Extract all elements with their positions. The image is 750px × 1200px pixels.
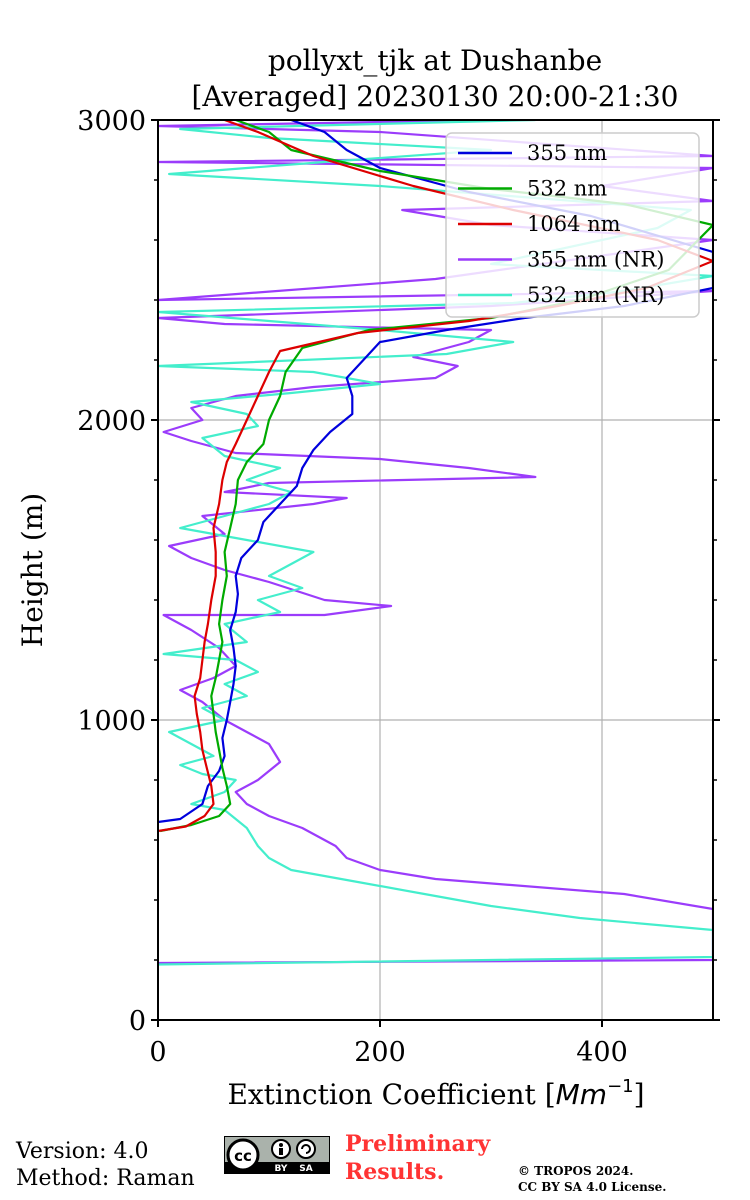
x-tick-label: 0 [149, 1037, 166, 1068]
x-axis-label-unit: Mm [556, 1078, 607, 1111]
x-axis-label-text: Extinction Coefficient [ [227, 1078, 555, 1111]
x-tick-label: 200 [354, 1037, 406, 1068]
method-text: Method: Raman [16, 1166, 195, 1191]
y-tick-label: 2000 [77, 406, 146, 437]
cc-license-icon: cc BY SA [224, 1136, 330, 1174]
y-tick-label: 3000 [77, 106, 146, 137]
cc-by-label: BY [275, 1164, 288, 1174]
copyright-line-2: CC BY SA 4.0 License. [518, 1180, 667, 1194]
series-line-532-nm [159, 120, 713, 833]
legend-label: 532 nm (NR) [527, 283, 664, 307]
version-info: Version: 4.0 Method: Raman [16, 1138, 195, 1192]
x-tick-label: 400 [576, 1037, 628, 1068]
x-axis-label-close: ] [634, 1078, 645, 1111]
version-text: Version: 4.0 [16, 1139, 149, 1164]
x-axis-label-exponent: −1 [607, 1076, 634, 1097]
y-tick-label: 1000 [77, 706, 146, 737]
cc-circle-icon [226, 1138, 260, 1172]
y-tick-label: 0 [129, 1006, 146, 1037]
legend-label: 1064 nm [527, 212, 621, 236]
series-line-1064-nm [158, 120, 713, 833]
copyright-note: © TROPOS 2024. CC BY SA 4.0 License. [518, 1163, 666, 1195]
chart-title-line-1: pollyxt_tjk at Dushanbe [268, 44, 602, 77]
chart-title-line-2: [Averaged] 20230130 20:00-21:30 [192, 80, 679, 113]
sa-share-icon [296, 1139, 316, 1159]
series-line-355-nm [158, 120, 713, 824]
series-line-355-nm-nr [158, 120, 713, 965]
axis-ticks: 0 200 400 0 1000 2000 3000 [77, 106, 720, 1068]
legend: 355 nm 532 nm 1064 nm 355 nm (NR) 532 nm (NR… [445, 132, 700, 318]
x-axis-label: Extinction Coefficient [Mm−1] [227, 1076, 644, 1111]
plot-frame [157, 119, 714, 1021]
legend-label: 355 nm (NR) [527, 248, 664, 272]
legend-label: 532 nm [527, 177, 607, 201]
svg-text:cc: cc [234, 1147, 252, 1165]
preliminary-text: Preliminary [345, 1131, 491, 1157]
legend-box [445, 132, 700, 318]
copyright-line-1: © TROPOS 2024. [518, 1164, 634, 1178]
chart-title: pollyxt_tjk at Dushanbe [Averaged] 20230… [192, 44, 679, 113]
preliminary-results-note: Preliminary Results. [345, 1130, 490, 1186]
cc-sa-label: SA [299, 1164, 312, 1174]
legend-label: 355 nm [527, 141, 607, 165]
y-axis-label: Height (m) [16, 493, 49, 647]
results-text: Results. [345, 1159, 445, 1185]
